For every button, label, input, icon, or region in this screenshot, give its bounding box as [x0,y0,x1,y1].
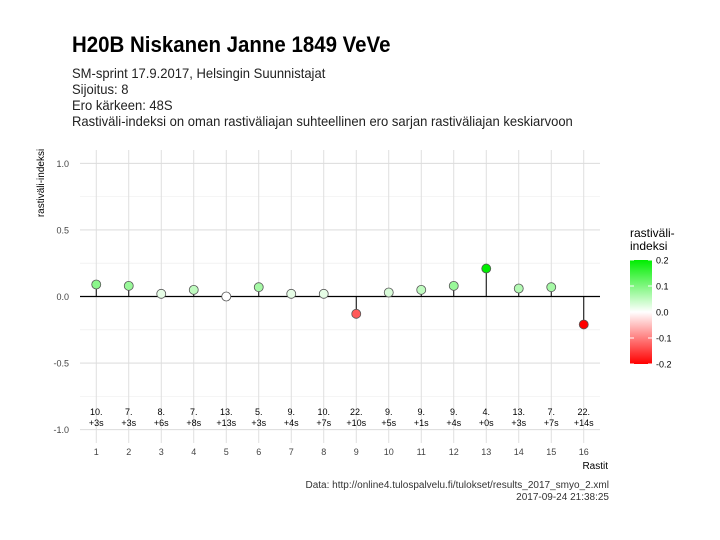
rank-label-13: 4. [482,407,490,417]
legend-tick-label: 0.1 [656,282,669,292]
y-axis-label: rastiväli-indeksi [36,149,47,217]
y-tick-label: -1.0 [53,425,69,435]
rank-label-2: 7. [125,407,133,417]
x-tick-label: 14 [514,447,524,457]
legend-tick-label: -0.1 [656,334,672,344]
point-16 [578,319,589,330]
x-tick-label: 13 [481,447,491,457]
diff-label-4: +8s [186,418,201,428]
rank-label-8: 10. [317,407,330,417]
x-axis-label: Rastit [582,461,608,472]
point-2 [123,280,134,291]
diff-label-11: +1s [414,418,429,428]
diff-label-13: +0s [479,418,494,428]
point-5 [221,291,232,302]
diff-label-7: +4s [284,418,299,428]
x-tick-label: 6 [256,447,261,457]
rank-label-6: 5. [255,407,263,417]
rank-label-14: 13. [512,407,525,417]
chart-subtitle-event: SM-sprint 17.9.2017, Helsingin Suunnista… [72,65,326,81]
diff-label-12: +4s [446,418,461,428]
legend-ticks: 0.2 0.1 0.0 -0.1 -0.2 [630,256,672,370]
point-1 [91,279,102,290]
point-3 [156,288,167,299]
data-marks [91,263,589,330]
rank-label-4: 7. [190,407,198,417]
legend-title-line-2: indeksi [630,239,667,253]
diff-label-3: +6s [154,418,169,428]
rank-label-12: 9. [450,407,458,417]
x-tick-label: 16 [579,447,589,457]
x-tick-label: 7 [289,447,294,457]
diff-label-16: +14s [574,418,594,428]
x-tick-label: 8 [321,447,326,457]
diff-label-15: +7s [544,418,559,428]
chart-title: H20B Niskanen Janne 1849 VeVe [72,32,391,57]
rank-label-7: 9. [287,407,295,417]
point-9 [351,308,362,319]
point-14 [513,283,524,294]
point-7 [286,288,297,299]
rank-label-9: 22. [350,407,363,417]
x-tick-label: 9 [354,447,359,457]
y-tick-label: 1.0 [56,159,69,169]
x-tick-label: 11 [417,447,426,457]
point-11 [416,284,427,295]
chart-subtitle-gap: Ero kärkeen: 48S [72,97,173,113]
timestamp-caption: 2017-09-24 21:38:25 [516,492,609,503]
chart-subtitle-description: Rastiväli-indeksi on oman rastiväliajan … [72,113,573,129]
point-12 [448,280,459,291]
rank-label-5: 13. [220,407,233,417]
diff-label-6: +3s [251,418,266,428]
split-labels: 10.+3s7.+3s8.+6s7.+8s13.+13s5.+3s9.+4s10… [89,407,594,428]
diff-label-14: +3s [511,418,526,428]
rank-label-3: 8. [157,407,165,417]
data-source-caption: Data: http://online4.tulospalvelu.fi/tul… [305,480,609,491]
x-tick-label: 15 [546,447,556,457]
y-tick-label: 0.5 [56,225,69,235]
point-13 [481,263,492,274]
y-tick-label: -0.5 [53,359,69,369]
x-tick-label: 12 [449,447,459,457]
legend-tick-label: 0.0 [656,308,669,318]
rank-label-16: 22. [577,407,590,417]
diff-label-9: +10s [346,418,366,428]
legend-tick-label: 0.2 [656,256,669,266]
legend-title-line-1: rastiväli- [630,226,675,240]
x-tick-label: 4 [191,447,196,457]
legend-tick-label: -0.2 [656,360,672,370]
diff-label-1: +3s [89,418,104,428]
rank-label-11: 9. [417,407,425,417]
x-axis: 1 2 3 4 5 6 7 8 9 10 11 12 13 14 15 16 [94,447,589,457]
diff-label-8: +7s [316,418,331,428]
point-8 [318,288,329,299]
point-6 [253,282,264,293]
point-10 [383,287,394,298]
x-tick-label: 10 [384,447,394,457]
rank-label-15: 7. [547,407,555,417]
rank-label-10: 9. [385,407,393,417]
chart-subtitle-rank: Sijoitus: 8 [72,81,129,97]
y-axis: -1.0 -0.5 0.0 0.5 1.0 [53,159,69,435]
diff-label-5: +13s [216,418,236,428]
point-4 [188,284,199,295]
diff-label-10: +5s [381,418,396,428]
rank-label-1: 10. [90,407,103,417]
x-tick-label: 5 [224,447,229,457]
grid [80,150,600,443]
x-tick-label: 1 [94,447,99,457]
y-tick-label: 0.0 [56,292,69,302]
x-tick-label: 2 [126,447,131,457]
x-tick-label: 3 [159,447,164,457]
point-15 [546,282,557,293]
diff-label-2: +3s [121,418,136,428]
legend-color-bar [630,260,652,364]
color-legend: rastiväli- indeksi 0.2 0.1 0.0 -0.1 -0.2 [630,226,675,370]
